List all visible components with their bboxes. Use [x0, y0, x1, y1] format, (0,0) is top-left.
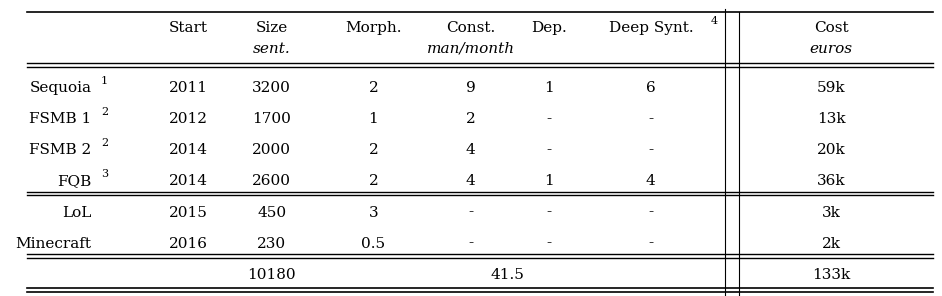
- Text: 2015: 2015: [170, 205, 208, 220]
- Text: -: -: [648, 237, 654, 251]
- Text: 2: 2: [368, 143, 379, 157]
- Text: 450: 450: [257, 205, 286, 220]
- Text: 13k: 13k: [817, 112, 845, 126]
- Text: -: -: [546, 205, 552, 220]
- Text: -: -: [546, 112, 552, 126]
- Text: 10180: 10180: [248, 268, 296, 282]
- Text: 1: 1: [544, 81, 554, 95]
- Text: -: -: [468, 205, 473, 220]
- Text: euros: euros: [809, 42, 853, 56]
- Text: FSMB 2: FSMB 2: [29, 143, 91, 157]
- Text: Size: Size: [255, 21, 288, 35]
- Text: 4: 4: [465, 174, 476, 189]
- Text: -: -: [468, 237, 473, 251]
- Text: LoL: LoL: [62, 205, 91, 220]
- Text: 2: 2: [368, 174, 379, 189]
- Text: 230: 230: [257, 237, 286, 251]
- Text: 4: 4: [465, 143, 476, 157]
- Text: FQB: FQB: [57, 174, 91, 189]
- Text: -: -: [546, 143, 552, 157]
- Text: 2k: 2k: [821, 237, 840, 251]
- Text: 4: 4: [646, 174, 656, 189]
- Text: Minecraft: Minecraft: [16, 237, 91, 251]
- Text: 2011: 2011: [170, 81, 208, 95]
- Text: 2: 2: [368, 81, 379, 95]
- Text: 3k: 3k: [821, 205, 840, 220]
- Text: 2: 2: [465, 112, 476, 126]
- Text: Cost: Cost: [814, 21, 849, 35]
- Text: 1: 1: [544, 174, 554, 189]
- Text: man/month: man/month: [427, 42, 514, 56]
- Text: Dep.: Dep.: [531, 21, 567, 35]
- Text: FSMB 1: FSMB 1: [29, 112, 91, 126]
- Text: 3200: 3200: [252, 81, 291, 95]
- Text: 59k: 59k: [817, 81, 845, 95]
- Text: Start: Start: [170, 21, 208, 35]
- Text: -: -: [648, 143, 654, 157]
- Text: Morph.: Morph.: [345, 21, 401, 35]
- Text: 2600: 2600: [252, 174, 291, 189]
- Text: -: -: [648, 112, 654, 126]
- Text: Const.: Const.: [446, 21, 495, 35]
- Text: 9: 9: [465, 81, 476, 95]
- Text: Sequoia: Sequoia: [29, 81, 91, 95]
- Text: 36k: 36k: [817, 174, 845, 189]
- Text: 1: 1: [368, 112, 379, 126]
- Text: 2012: 2012: [170, 112, 208, 126]
- Text: 2014: 2014: [170, 143, 208, 157]
- Text: 2014: 2014: [170, 174, 208, 189]
- Text: 2016: 2016: [170, 237, 208, 251]
- Text: 41.5: 41.5: [491, 268, 525, 282]
- Text: -: -: [648, 205, 654, 220]
- Text: 2: 2: [101, 138, 108, 148]
- Text: 2: 2: [101, 107, 108, 117]
- Text: sent.: sent.: [253, 42, 291, 56]
- Text: 133k: 133k: [812, 268, 851, 282]
- Text: 3: 3: [101, 169, 108, 179]
- Text: 1: 1: [101, 76, 108, 86]
- Text: 3: 3: [368, 205, 379, 220]
- Text: 2000: 2000: [252, 143, 291, 157]
- Text: 4: 4: [711, 16, 718, 26]
- Text: 1700: 1700: [252, 112, 291, 126]
- Text: 0.5: 0.5: [362, 237, 385, 251]
- Text: 20k: 20k: [817, 143, 846, 157]
- Text: -: -: [546, 237, 552, 251]
- Text: Deep Synt.: Deep Synt.: [609, 21, 693, 35]
- Text: 6: 6: [646, 81, 656, 95]
